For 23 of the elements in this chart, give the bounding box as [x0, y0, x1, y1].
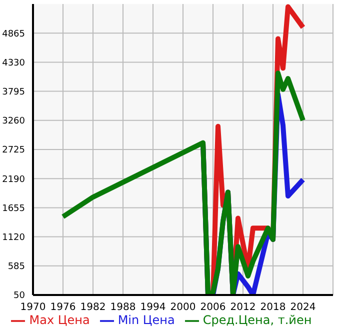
y-tick-label: 1120 — [2, 232, 26, 243]
y-tick-label: 50 — [14, 291, 26, 302]
x-tick-label: 1988 — [110, 302, 136, 314]
x-tick-label: 1982 — [80, 302, 106, 314]
y-tick-label: 1655 — [2, 204, 25, 214]
x-tick-label: 2012 — [230, 302, 256, 314]
y-tick-label: 2725 — [2, 146, 25, 156]
x-tick-label: 1994 — [140, 302, 166, 314]
y-tick-label: 2190 — [2, 174, 26, 185]
x-tick-label: 1976 — [50, 302, 76, 314]
y-tick-label: 4330 — [2, 58, 26, 68]
legend-label: Max Цена — [29, 313, 90, 327]
x-tick-label: 2006 — [200, 302, 226, 314]
x-tick-label: 2018 — [260, 302, 286, 314]
x-tick-label: 1970 — [20, 302, 46, 314]
y-tick-label: 3260 — [2, 116, 26, 127]
x-tick-label: 2024 — [290, 302, 316, 314]
legend-label: Min Цена — [118, 313, 175, 327]
x-tick-label: 2000 — [170, 302, 196, 314]
y-tick-label: 585 — [8, 262, 25, 272]
y-tick-label: 4865 — [2, 29, 25, 40]
legend-label: Сред.Цена, т.йен — [202, 313, 312, 327]
y-tick-label: 3795 — [2, 87, 25, 98]
